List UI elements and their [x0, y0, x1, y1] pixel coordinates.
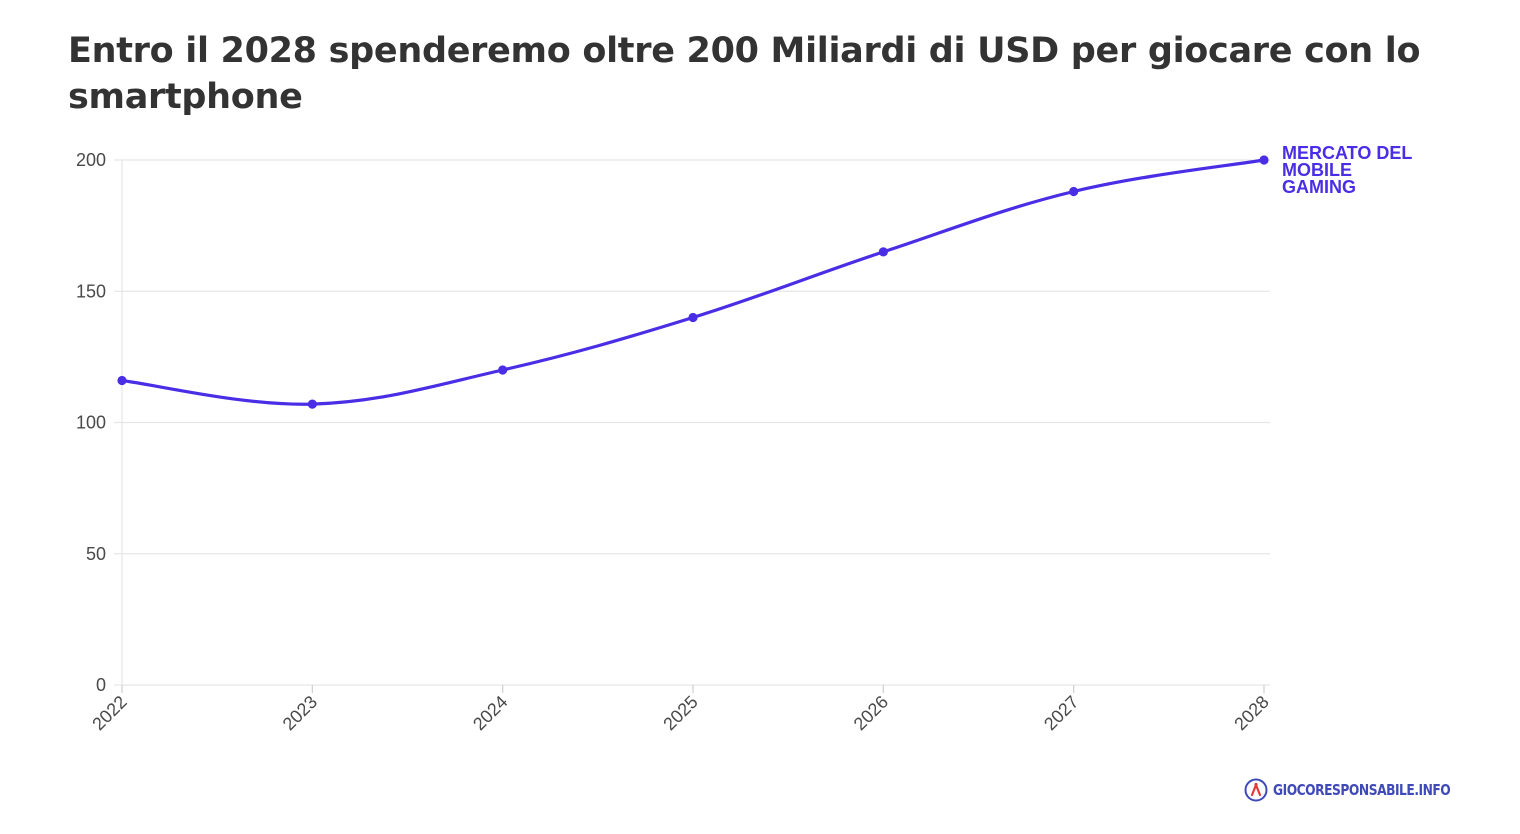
x-tick-label: 2024 — [469, 692, 511, 734]
data-point — [878, 247, 888, 257]
y-tick-label: 100 — [76, 413, 106, 433]
data-point — [498, 365, 508, 375]
data-point — [307, 399, 317, 409]
data-point — [117, 375, 127, 386]
x-tick-label: 2022 — [88, 692, 130, 734]
x-tick-label: 2023 — [279, 692, 321, 734]
series-label-line: MOBILE — [1282, 160, 1352, 180]
x-tick-label: 2028 — [1230, 692, 1272, 734]
y-tick-label: 200 — [76, 150, 106, 170]
y-axis-ticks: 0 50 100 150 200 — [76, 150, 106, 695]
y-tick-label: 150 — [76, 281, 106, 301]
x-axis-ticks: 2022 2023 2024 2025 2026 2027 2028 — [88, 685, 1273, 734]
series — [117, 155, 1269, 409]
series-label-line: MERCATO DEL — [1282, 143, 1412, 163]
series-label-line: GAMING — [1282, 177, 1356, 197]
chart-title: Entro il 2028 spenderemo oltre 200 Milia… — [68, 31, 1421, 117]
data-point — [688, 312, 698, 323]
data-point — [1069, 186, 1079, 197]
y-tick-label: 50 — [86, 544, 106, 564]
x-tick-label: 2026 — [850, 692, 892, 734]
logo-text: GIOCORESPONSABILE.INFO — [1273, 781, 1451, 799]
x-tick-label: 2027 — [1040, 692, 1082, 734]
data-point — [1259, 155, 1269, 165]
x-tick-label: 2025 — [659, 692, 701, 734]
logo-icon — [1244, 778, 1268, 802]
gridlines — [114, 159, 1270, 686]
y-tick-label: 0 — [96, 675, 106, 695]
series-line — [120, 158, 1266, 406]
brand-logo: GIOCORESPONSABILE.INFO — [1244, 777, 1489, 803]
